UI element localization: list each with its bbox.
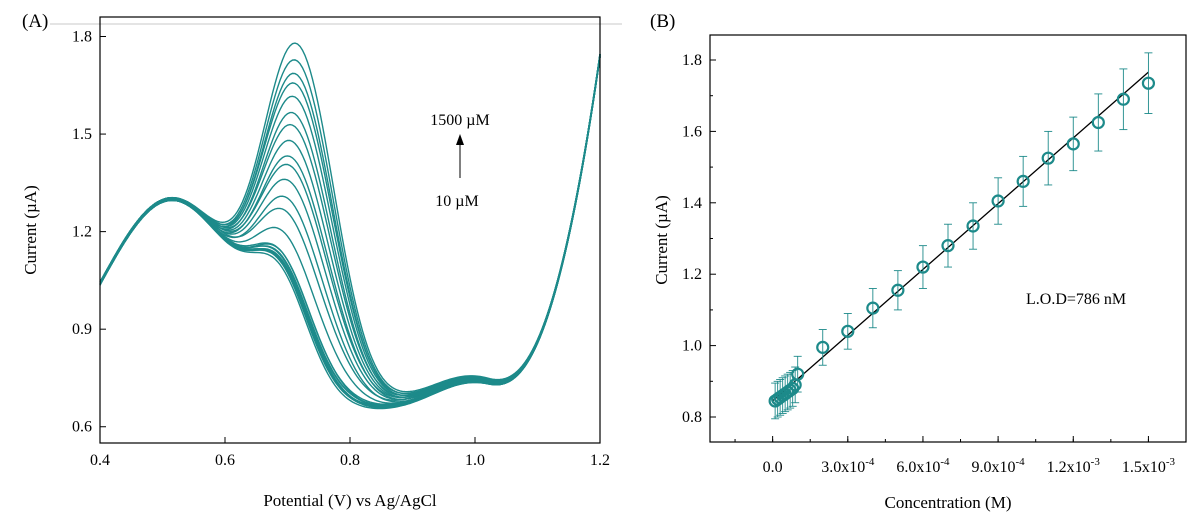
data-point <box>941 239 955 253</box>
data-point <box>991 194 1005 208</box>
panel-a-ticks: 0.4 0.6 0.8 1.0 1.2 0.6 0.9 1.2 1.5 1.8 <box>72 29 610 469</box>
data-point <box>891 283 905 297</box>
panel-b-y-tick-label: 1.8 <box>682 52 702 69</box>
dpv-curve-600uM <box>99 53 601 399</box>
dpv-curve-70uM <box>99 56 601 409</box>
panel-a-y-tick-label: 1.8 <box>72 29 92 46</box>
annotation-top-concentration: 1500 µM <box>430 112 489 129</box>
dpv-curve-800uM <box>99 55 601 399</box>
dpv-curve-900uM <box>99 53 601 397</box>
data-point <box>1091 115 1105 130</box>
dpv-curve-1400uM <box>99 55 601 395</box>
panel-a-x-tick-label: 0.8 <box>340 452 360 469</box>
panel-b-x-axis-label: Concentration (M) <box>885 493 1012 512</box>
dpv-curve-1200uM <box>99 53 601 394</box>
panel-b-y-tick-label: 1.0 <box>682 338 702 355</box>
data-point <box>1041 151 1055 165</box>
panel-a-label: (A) <box>22 11 48 32</box>
panel-b-y-tick-label: 1.4 <box>682 195 702 212</box>
annotation-bottom-concentration: 10 µM <box>435 193 478 210</box>
panel-b-ticks: 0.0 3.0x10-4 6.0x10-4 9.0x10-4 1.2x10-3 1.5x1… <box>682 52 1175 476</box>
panel-b-y-axis-label: Current (µA) <box>652 195 671 285</box>
panel-b-x-tick-label: 1.5x10-3 <box>1122 456 1176 476</box>
dpv-curve-200uM <box>99 55 601 404</box>
panel-a-x-tick-label: 1.2 <box>590 452 610 469</box>
data-point <box>791 367 805 381</box>
data-point <box>916 260 930 274</box>
lod-annotation: L.O.D=786 nM <box>1026 291 1126 308</box>
linear-fit-line <box>772 71 1149 402</box>
dpv-curve-1300uM <box>99 56 601 397</box>
panel-a-x-tick-label: 1.0 <box>465 452 485 469</box>
panel-b-y-tick-label: 1.6 <box>682 123 702 140</box>
panel-b-y-tick-label: 0.8 <box>682 409 702 426</box>
dpv-curve-30uM <box>99 54 601 407</box>
panel-a-y-tick-label: 1.5 <box>72 126 92 143</box>
panel-b-x-tick-label: 1.2x10-3 <box>1047 456 1101 476</box>
dpv-curve-20uM <box>99 55 601 408</box>
panel-a-y-tick-label: 0.6 <box>72 419 92 436</box>
dpv-curve-500uM <box>99 55 601 401</box>
panel-a-y-tick-label: 0.9 <box>72 321 92 338</box>
panel-a-x-axis-label: Potential (V) vs Ag/AgCl <box>263 491 437 510</box>
data-point <box>966 219 980 233</box>
dpv-curve-50uM <box>99 55 601 408</box>
panel-b-x-tick-label: 6.0x10-4 <box>896 456 950 476</box>
data-point <box>1016 174 1030 188</box>
panel-b-x-tick-label: 0.0 <box>763 459 783 476</box>
panel-a: (A) 0.4 0.6 0.8 1.0 1.2 0.6 0.9 1.2 1.5 1.8 Poten… <box>21 11 610 510</box>
dpv-curve-1500uM <box>99 42 601 393</box>
data-point <box>1141 76 1156 90</box>
panel-b-y-tick-label: 1.2 <box>682 266 702 283</box>
dpv-curve-10uM <box>99 56 601 410</box>
dpv-curve-1100uM <box>99 55 601 396</box>
increase-arrow-head <box>456 134 464 145</box>
dpv-curve-100uM <box>99 56 601 408</box>
data-point <box>841 324 855 338</box>
dpv-curve-80uM <box>99 55 601 407</box>
panel-b-label: (B) <box>650 11 675 32</box>
panel-b-x-tick-label: 9.0x10-4 <box>972 456 1026 476</box>
dpv-curve-60uM <box>99 54 601 406</box>
panel-a-y-axis-label: Current (µA) <box>21 185 40 275</box>
dpv-curve-90uM <box>99 54 601 405</box>
panel-a-x-tick-label: 0.4 <box>90 452 110 469</box>
dpv-curve-1000uM <box>99 56 601 398</box>
data-point <box>816 340 830 354</box>
data-point <box>1066 137 1080 151</box>
panel-b: (B) 0.0 3.0x10-4 6.0x10-4 9.0x10-4 1.2x10-3 1… <box>650 11 1187 512</box>
panel-b-x-tick-label: 3.0x10-4 <box>821 456 875 476</box>
panel-a-x-tick-label: 0.6 <box>215 452 235 469</box>
data-point <box>1116 92 1130 106</box>
panel-b-plot <box>768 52 1156 420</box>
data-point <box>866 301 880 315</box>
panel-a-curves <box>99 42 601 410</box>
panel-a-y-tick-label: 1.2 <box>72 224 92 241</box>
dpv-curve-40uM <box>99 56 601 409</box>
